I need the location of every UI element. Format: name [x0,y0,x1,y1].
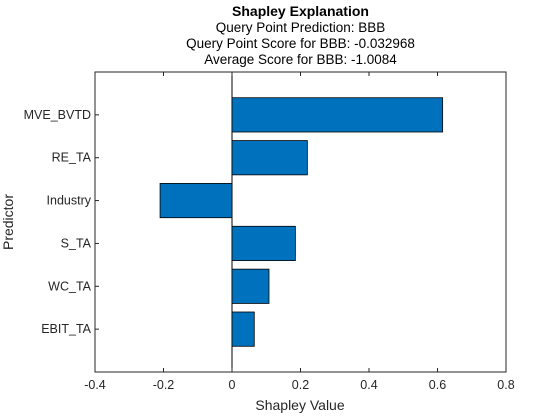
bar-ebit-ta [231,311,255,347]
bar-mve-bvtd [231,97,444,133]
bar-re-ta [231,140,308,176]
bar-industry [159,183,233,219]
y-ticks-group: MVE_BVTD RE_TA Industry S_TA WC_TA EBIT_TA [24,108,99,336]
x-tick-label: 0 [229,378,236,392]
chart-subtitle-query-score: Query Point Score for BBB: -0.032968 [186,36,415,51]
y-tick-label: MVE_BVTD [24,108,91,122]
x-tick-label: -0.4 [84,378,106,392]
chart-subtitle-prediction: Query Point Prediction: BBB [215,20,386,35]
y-tick-label: Industry [47,194,92,208]
y-tick-label: EBIT_TA [41,322,91,336]
y-tick-label: RE_TA [52,151,92,165]
x-tick-label: 0.4 [360,378,377,392]
x-tick-label: 0.8 [497,378,514,392]
x-ticks-group: -0.4 -0.2 0 0.2 0.4 0.6 0.8 [84,72,515,392]
chart-title: Shapley Explanation [232,3,369,19]
x-tick-label: 0.2 [292,378,309,392]
x-axis-label: Shapley Value [255,397,344,413]
bar-s-ta [231,225,296,261]
x-tick-label: -0.2 [153,378,175,392]
y-axis-label: Predictor [0,194,16,250]
y-tick-label: WC_TA [48,279,91,293]
chart-subtitle-average-score: Average Score for BBB: -1.0084 [204,52,397,67]
bar-wc-ta [231,268,270,304]
y-tick-label: S_TA [61,236,92,250]
bars-group [159,97,444,347]
x-tick-label: 0.6 [429,378,446,392]
